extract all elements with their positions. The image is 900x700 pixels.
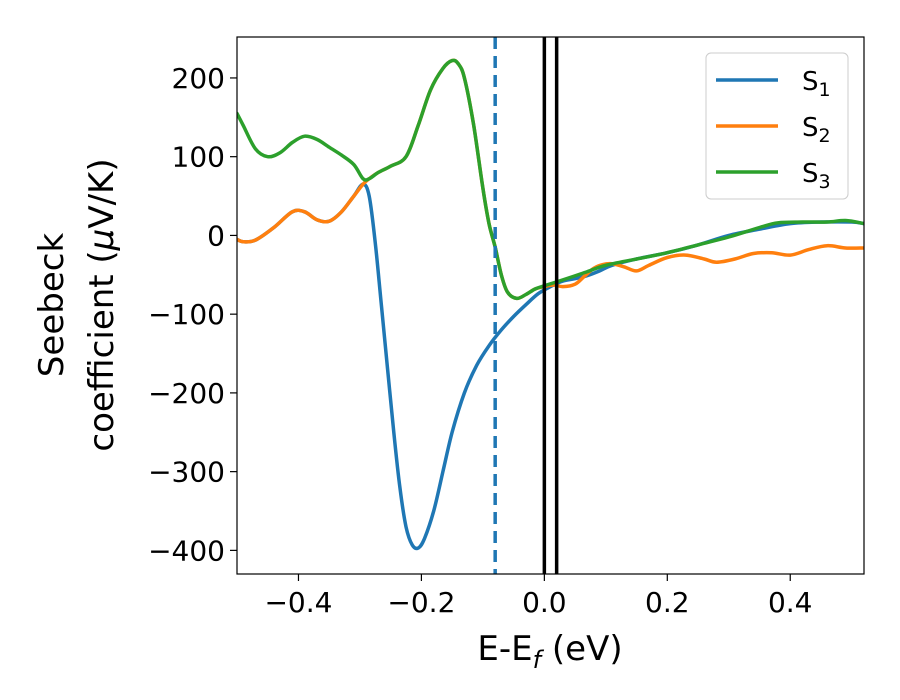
x-tick-label: 0.2 bbox=[645, 586, 690, 619]
legend-label-s3: S3 bbox=[802, 159, 831, 193]
y-tick-label: −100 bbox=[148, 298, 225, 331]
y-axis-title-line2: coefficient (μV/K) bbox=[82, 158, 122, 451]
reference-lines bbox=[493, 37, 559, 574]
y-tick-label: 0 bbox=[207, 219, 225, 252]
axis-ticks: −0.4 −0.2 0.0 0.2 0.4 200 100 0 −100 −200 −300 −400 bbox=[148, 62, 812, 619]
y-axis-title: Seebeck coefficient (μV/K) bbox=[32, 158, 122, 451]
x-tick-label: −0.4 bbox=[264, 586, 332, 619]
x-tick-label: 0.0 bbox=[522, 586, 567, 619]
y-tick-label: 100 bbox=[172, 141, 225, 174]
y-tick-label: −300 bbox=[148, 456, 225, 489]
legend-label-s2: S2 bbox=[802, 113, 831, 147]
x-axis-title-unit: (eV) bbox=[541, 629, 623, 669]
y-tick-label: −400 bbox=[148, 534, 225, 567]
y-axis-title-prefix: coefficient ( bbox=[82, 250, 122, 451]
plot-data-layer bbox=[237, 58, 864, 551]
x-axis-title-main: E-E bbox=[477, 629, 532, 669]
x-tick-label: 0.4 bbox=[768, 586, 813, 619]
y-axis-title-mu: μ bbox=[82, 229, 122, 252]
y-tick-label: 200 bbox=[172, 62, 225, 95]
legend: S1 S2 S3 bbox=[705, 52, 849, 200]
x-tick-label: −0.2 bbox=[387, 586, 455, 619]
series-line-s3 bbox=[237, 58, 864, 301]
y-tick-label: −200 bbox=[148, 377, 225, 410]
plot-frame bbox=[236, 36, 865, 575]
y-axis-title-line1: Seebeck bbox=[32, 233, 72, 378]
x-axis-title: E-Ef (eV) bbox=[477, 629, 622, 674]
y-axis-title-suffix: V/K) bbox=[82, 158, 122, 228]
series-line-s1 bbox=[237, 182, 864, 551]
legend-label-s1: S1 bbox=[802, 67, 831, 101]
